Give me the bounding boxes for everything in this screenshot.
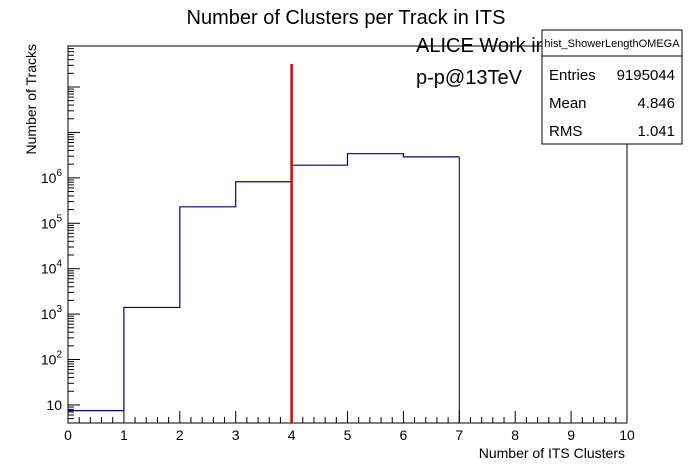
y-tick-label: 103 [41, 304, 63, 322]
annotation-collision: p-p@13TeV [416, 67, 523, 89]
stats-rms-value: 1.041 [637, 123, 675, 140]
y-tick-label: 102 [41, 350, 63, 368]
x-axis-label: Number of ITS Clusters [479, 445, 625, 461]
y-axis-label: Number of Tracks [23, 44, 39, 154]
y-tick-label: 104 [41, 259, 63, 277]
x-tick-label: 8 [511, 427, 519, 443]
stats-entries-value: 9195044 [617, 67, 675, 84]
x-tick-label: 4 [288, 427, 296, 443]
y-tick-labels: 10 102 103 104 105 106 [41, 168, 63, 413]
x-tick-label: 10 [619, 427, 635, 443]
x-tick-label: 6 [400, 427, 408, 443]
stats-mean-value: 4.846 [637, 95, 675, 112]
stats-box-title: hist_ShowerLengthOMEGA [544, 38, 680, 50]
y-tick-label: 106 [41, 168, 63, 186]
x-tick-label: 0 [64, 427, 72, 443]
x-tick-label: 9 [567, 427, 575, 443]
y-tick-label: 105 [41, 213, 63, 231]
stats-entries-label: Entries [549, 67, 596, 84]
x-tick-label: 5 [344, 427, 352, 443]
x-tick-label: 3 [232, 427, 240, 443]
x-tick-labels: 0 1 2 3 4 5 6 7 8 9 10 [64, 427, 635, 443]
histogram-series [68, 153, 460, 412]
stats-rms-label: RMS [549, 123, 582, 140]
stats-box-frame [541, 29, 683, 145]
x-tick-label: 2 [176, 427, 184, 443]
axis-ticks [67, 45, 628, 424]
stats-box: hist_ShowerLengthOMEGA Entries 9195044 M… [541, 29, 683, 145]
y-tick-label: 10 [46, 397, 62, 413]
chart-title: Number of Clusters per Track in ITS [187, 7, 506, 29]
x-tick-label: 1 [120, 427, 128, 443]
stats-mean-label: Mean [549, 95, 587, 112]
x-tick-label: 7 [455, 427, 463, 443]
